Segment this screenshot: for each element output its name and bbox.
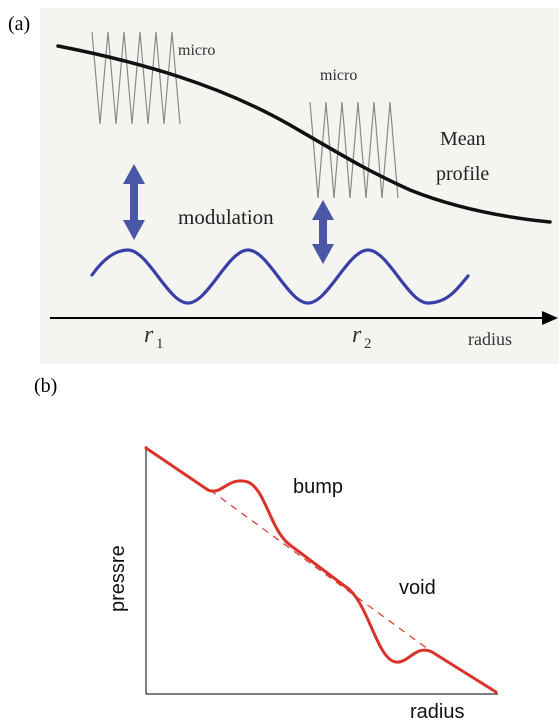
x-axis-label: radius bbox=[410, 701, 464, 722]
micro-oscillation-2 bbox=[309, 101, 399, 199]
micro-label-2: micro bbox=[320, 67, 357, 84]
radius-axis bbox=[50, 311, 558, 325]
panel-a: (a) micro micro Mean profile modulation bbox=[8, 8, 559, 364]
r2-subscript: 2 bbox=[364, 336, 372, 352]
y-axis-label: pressre bbox=[107, 545, 129, 612]
trend-line bbox=[209, 489, 433, 653]
mean-profile-label-line1: Mean bbox=[440, 128, 486, 150]
modulation-wave bbox=[90, 248, 470, 305]
panel-b-label: (b) bbox=[34, 375, 57, 397]
mean-profile-curve bbox=[56, 44, 552, 224]
bump-label: bump bbox=[293, 476, 343, 498]
panel-b: (b) bump void pressre radius bbox=[34, 375, 498, 722]
r2-label: r bbox=[352, 322, 362, 348]
modulation-label: modulation bbox=[178, 205, 274, 229]
panel-a-background bbox=[40, 8, 559, 364]
micro-oscillation-1 bbox=[91, 31, 181, 125]
mean-profile-label-line2: profile bbox=[436, 163, 489, 185]
radius-axis-label: radius bbox=[468, 329, 512, 349]
r1-label: r bbox=[144, 322, 154, 348]
modulation-arrow-1 bbox=[123, 164, 145, 240]
void-label: void bbox=[399, 577, 436, 599]
modulation-arrow-2 bbox=[312, 200, 334, 264]
r1-subscript: 1 bbox=[156, 336, 164, 352]
panel-a-label: (a) bbox=[8, 13, 30, 35]
micro-label-1: micro bbox=[178, 42, 215, 59]
pressure-profile-curve bbox=[144, 446, 498, 694]
